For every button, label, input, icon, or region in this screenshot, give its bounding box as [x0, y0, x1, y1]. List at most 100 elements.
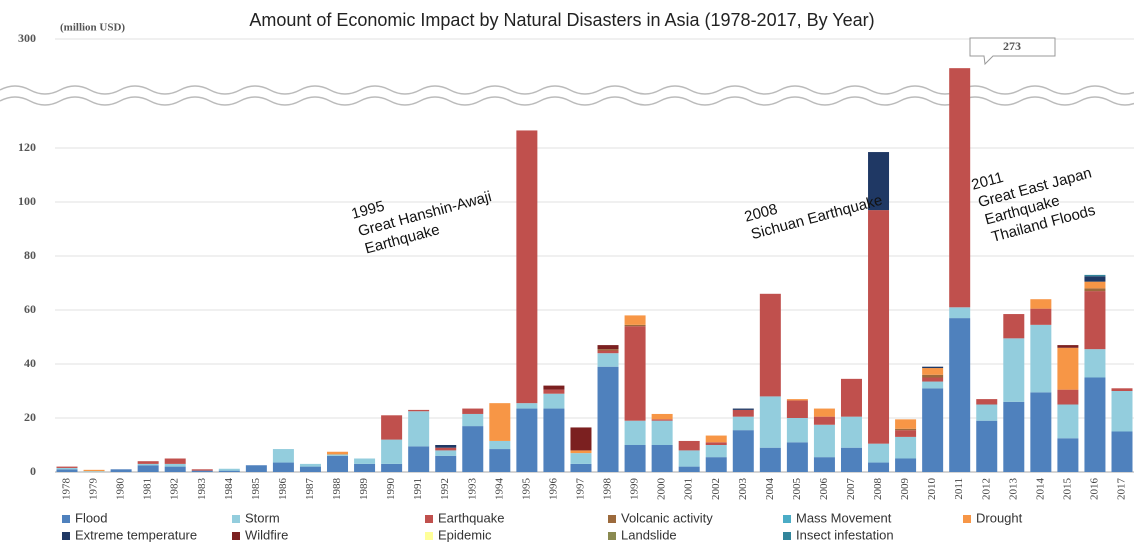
- bar-segment: [516, 130, 538, 404]
- legend-label: Mass Movement: [796, 510, 892, 525]
- x-tick-label: 2005: [791, 478, 803, 501]
- bar-segment: [137, 461, 159, 464]
- bar-segment: [1111, 431, 1133, 472]
- bar-segment: [408, 446, 430, 472]
- bar-segment: [922, 368, 944, 375]
- bar-segment: [651, 445, 673, 472]
- x-tick-label: 2004: [764, 478, 776, 501]
- x-tick-label: 2011: [953, 478, 965, 500]
- x-tick-label: 2017: [1116, 478, 1128, 501]
- x-tick-label: 1990: [385, 478, 397, 501]
- bar-segment: [949, 307, 971, 319]
- bar-segment: [1057, 438, 1079, 472]
- bar-segment: [976, 399, 998, 405]
- bar-segment: [110, 469, 132, 472]
- bar-segment: [570, 427, 592, 451]
- callout-box: [969, 37, 1056, 66]
- x-tick-label: 1978: [61, 478, 73, 501]
- bar-segment: [705, 442, 727, 445]
- bar-segment: [462, 408, 484, 414]
- bar-segment: [191, 469, 213, 471]
- bar-segment: [597, 350, 619, 354]
- bar-segment: [813, 408, 835, 417]
- x-tick-label: 2016: [1088, 478, 1100, 501]
- bar-segment: [1003, 401, 1025, 472]
- bar-segment: [895, 419, 917, 429]
- bar-segment: [489, 440, 511, 450]
- x-tick-label: 1995: [520, 478, 532, 501]
- bar-segment: [1057, 389, 1079, 405]
- x-tick-label: 2012: [980, 478, 992, 500]
- bar-segment: [840, 447, 862, 472]
- bar-segment: [786, 400, 808, 418]
- bar-segment: [516, 408, 538, 472]
- x-tick-label: 2009: [899, 478, 911, 501]
- bar-segment: [1084, 349, 1106, 378]
- bar-segment: [408, 409, 430, 412]
- bar-segment: [435, 447, 457, 451]
- bar-segment: [56, 466, 78, 468]
- bar-segment: [895, 430, 917, 437]
- bar-segment: [381, 463, 403, 472]
- bar-segment: [164, 466, 186, 472]
- bar-segment: [543, 389, 565, 394]
- bar-segment: [651, 419, 673, 421]
- bar-segment: [327, 454, 349, 456]
- bar-segment: [354, 458, 376, 464]
- x-tick-label: 1989: [358, 478, 370, 501]
- bar-segment: [678, 450, 700, 467]
- bar-segment: [1084, 291, 1106, 350]
- x-tick-label: 2002: [710, 478, 722, 500]
- bar-segment: [570, 463, 592, 472]
- axis-break-gap: [0, 88, 1134, 102]
- bar-segment: [949, 318, 971, 472]
- bar-segment: [624, 445, 646, 472]
- x-tick-label: 1997: [575, 478, 587, 501]
- x-tick-label: 1982: [169, 478, 181, 500]
- bar-segment: [1084, 274, 1106, 277]
- bar-segment: [759, 293, 781, 397]
- bar-segment: [218, 468, 240, 471]
- bar-segment: [1111, 388, 1133, 391]
- y-tick-label: 120: [18, 140, 36, 154]
- bar-segment: [570, 453, 592, 464]
- x-tick-label: 1999: [629, 478, 641, 501]
- bar-segment: [732, 416, 754, 431]
- callout-label: 273: [1003, 39, 1021, 53]
- bar-segment: [516, 403, 538, 409]
- bar-segment: [678, 466, 700, 472]
- y-tick-label: 60: [24, 302, 36, 316]
- bar-segment: [922, 374, 944, 378]
- bar-segment: [570, 450, 592, 454]
- legend-swatch: [425, 532, 433, 540]
- bar-segment: [732, 408, 754, 410]
- bar-segment: [462, 413, 484, 427]
- bar-segment: [56, 469, 78, 472]
- legend-swatch: [783, 532, 791, 540]
- bar-segment: [1084, 276, 1106, 282]
- bar-segment: [1030, 308, 1052, 325]
- bar-segment: [543, 393, 565, 409]
- bar-segment: [1057, 404, 1079, 439]
- legend-swatch: [783, 515, 791, 523]
- bar-segment: [245, 465, 267, 472]
- x-tick-label: 2003: [737, 478, 749, 501]
- bar-segment: [895, 428, 917, 431]
- legend-label: Drought: [976, 510, 1023, 525]
- bar-segment: [624, 326, 646, 421]
- legend-label: Flood: [75, 510, 108, 525]
- bar-segment: [813, 416, 835, 425]
- bar-segment: [786, 399, 808, 401]
- bar-segment: [759, 396, 781, 448]
- bar-segment: [191, 470, 213, 472]
- bar-segment: [705, 435, 727, 443]
- bar-segment: [327, 455, 349, 472]
- legend-swatch: [62, 532, 70, 540]
- legend-label: Storm: [245, 510, 280, 525]
- x-tick-label: 2006: [818, 478, 830, 501]
- bar-segment: [597, 349, 619, 351]
- x-tick-label: 2010: [926, 478, 938, 501]
- bar-segment: [976, 404, 998, 421]
- bar-segment: [137, 463, 159, 466]
- legend-label: Earthquake: [438, 510, 505, 525]
